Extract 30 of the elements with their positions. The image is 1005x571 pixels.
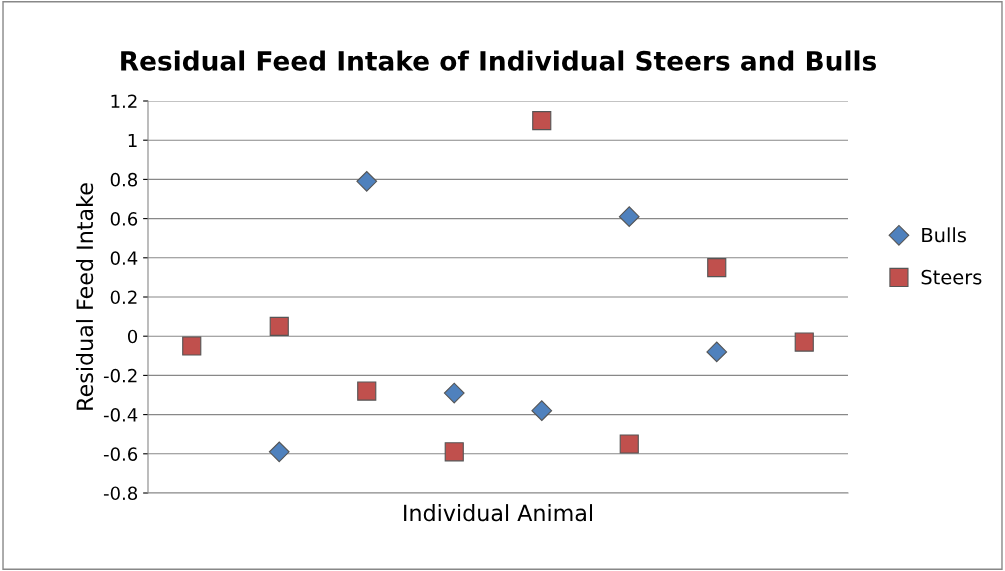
point [268,441,290,463]
y-tick-label: 0.2 [110,290,137,305]
chart-title: Residual Feed Intake of Individual Steers and Bulls [121,50,876,71]
point [269,316,289,336]
point [531,400,553,422]
y-tick-label: -0.2 [103,368,137,383]
y-tick-label: -0.8 [103,486,138,501]
y-axis-title: Residual Feed Intake [75,183,94,410]
point [443,382,465,404]
y-tick-label: 0.6 [110,212,138,226]
y-tick-label: 0.8 [110,172,138,187]
point [444,442,464,462]
y-tick-label: 0 [127,329,138,344]
y-tick-label: 0.4 [110,251,138,265]
point [357,381,377,401]
legend-label: Steers [921,269,982,285]
point [182,336,202,356]
y-tick-label: 1.2 [111,94,137,108]
point [532,111,552,131]
y-tick-label: 1 [128,133,137,148]
point [707,258,727,278]
x-axis-title: Individual Animal [404,504,593,522]
point [356,170,378,192]
y-tick-label: -0.6 [103,447,138,461]
point [619,434,639,454]
legend-label: Bulls [922,227,966,243]
point [794,332,814,352]
point [618,206,640,228]
y-tick-label: -0.4 [103,408,138,422]
point [706,341,728,363]
